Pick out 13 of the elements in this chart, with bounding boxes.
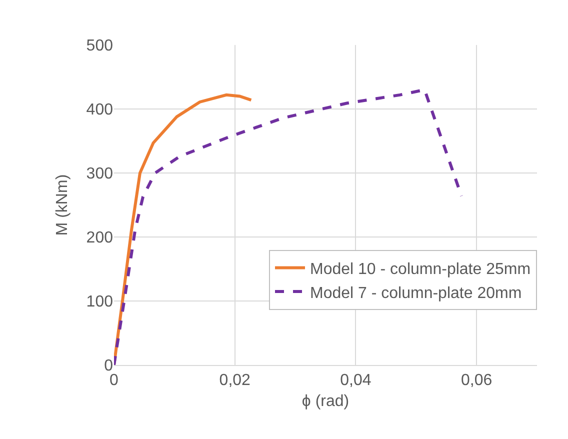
legend-label: Model 10 - column-plate 25mm bbox=[310, 260, 531, 278]
x-axis-title: ϕ (rad) bbox=[302, 392, 350, 410]
y-tick-label: 200 bbox=[86, 230, 114, 247]
y-tick-label: 500 bbox=[86, 38, 114, 55]
y-tick-label: 0 bbox=[104, 358, 114, 375]
y-axis-title: M (kNm) bbox=[54, 174, 72, 236]
y-tick-label: 300 bbox=[86, 166, 114, 183]
y-tick-label: 100 bbox=[86, 294, 114, 311]
y-tick-label: 400 bbox=[86, 102, 114, 119]
x-tick-label: 0,04 bbox=[340, 372, 372, 390]
x-tick-label: 0,02 bbox=[219, 372, 251, 390]
x-tick-label: 0,06 bbox=[461, 372, 492, 390]
legend-label: Model 7 - column-plate 20mm bbox=[310, 284, 522, 302]
